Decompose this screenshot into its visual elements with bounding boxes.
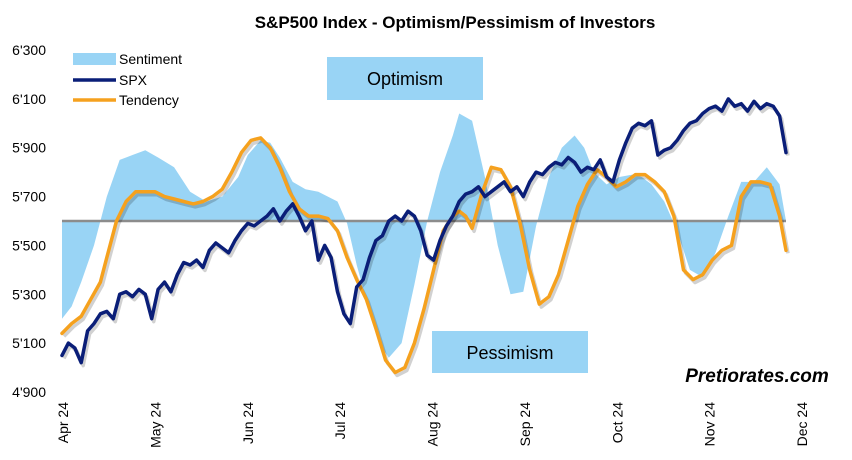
y-tick-label: 5'700: [12, 189, 46, 205]
series-lines-group: [60, 97, 790, 378]
y-axis-ticks: 6'300 6'100 5'900 5'700 5'500 5'300 5'100 4'900: [12, 42, 46, 400]
legend: Sentiment SPX Tendency: [73, 51, 182, 108]
y-tick-label: 6'300: [12, 42, 46, 58]
y-tick-label: 4'900: [12, 384, 46, 400]
x-tick-label: Jul 24: [332, 402, 348, 440]
y-tick-label: 5'100: [12, 335, 46, 351]
legend-label-sentiment: Sentiment: [119, 51, 182, 67]
chart-title: S&P500 Index - Optimism/Pessimism of Inv…: [255, 13, 656, 32]
x-tick-label: Sep 24: [517, 402, 533, 447]
x-tick-label: May 24: [147, 402, 163, 448]
x-tick-label: Aug 24: [425, 402, 441, 447]
pessimism-annotation: Pessimism: [432, 331, 588, 373]
brand-watermark: Pretiorates.com: [685, 366, 829, 387]
pessimism-label: Pessimism: [466, 343, 553, 363]
x-tick-label: Jun 24: [240, 402, 256, 444]
y-tick-label: 6'100: [12, 91, 46, 107]
legend-label-tendency: Tendency: [119, 92, 179, 108]
spx-line: [60, 97, 788, 365]
y-tick-label: 5'900: [12, 140, 46, 156]
sentiment-area: [62, 113, 786, 358]
optimism-box: [327, 57, 483, 100]
legend-label-spx: SPX: [119, 72, 148, 88]
x-tick-label: Oct 24: [609, 402, 625, 443]
optimism-annotation: Optimism: [327, 57, 483, 100]
y-tick-label: 5'300: [12, 286, 46, 302]
x-axis-ticks: Apr 24 May 24 Jun 24 Jul 24 Aug 24 Sep 24 Oct …: [55, 402, 810, 448]
legend-swatch-sentiment: [73, 53, 116, 65]
x-tick-label: Nov 24: [702, 402, 718, 447]
pessimism-box: [432, 331, 588, 373]
sentiment-area-group: [62, 113, 786, 358]
x-tick-label: Dec 24: [794, 402, 810, 447]
tendency-line: [60, 136, 788, 375]
x-tick-label: Apr 24: [55, 402, 71, 443]
y-tick-label: 5'500: [12, 237, 46, 253]
optimism-label: Optimism: [367, 69, 443, 89]
